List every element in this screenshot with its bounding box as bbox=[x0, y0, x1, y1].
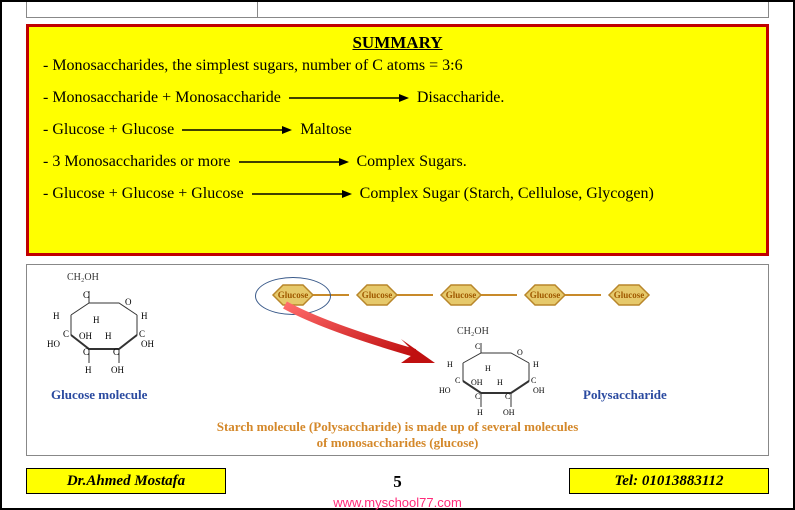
summary-line-5b: Complex Sugar (Starch, Cellulose, Glycog… bbox=[360, 185, 654, 203]
page: SUMMARY - Monosaccharides, the simplest … bbox=[0, 0, 795, 510]
svg-text:C: C bbox=[455, 376, 460, 385]
svg-text:OH: OH bbox=[503, 408, 515, 417]
polysaccharide-label: Polysaccharide bbox=[583, 387, 667, 403]
cell-divider bbox=[257, 2, 258, 17]
summary-title: SUMMARY bbox=[43, 33, 752, 53]
summary-line-4b: Complex Sugars. bbox=[357, 153, 467, 171]
summary-line-3b: Maltose bbox=[300, 121, 352, 139]
summary-line-4a: - 3 Monosaccharides or more bbox=[43, 153, 231, 171]
svg-text:H: H bbox=[53, 311, 60, 321]
svg-text:C: C bbox=[83, 347, 89, 357]
svg-text:O: O bbox=[517, 348, 523, 357]
svg-text:H: H bbox=[447, 360, 453, 369]
svg-text:OH: OH bbox=[533, 386, 545, 395]
svg-text:OH: OH bbox=[79, 331, 92, 341]
svg-text:H: H bbox=[497, 378, 503, 387]
svg-text:C: C bbox=[113, 347, 119, 357]
glucose-molecule-label: Glucose molecule bbox=[51, 387, 147, 403]
arrow-icon bbox=[289, 92, 409, 104]
summary-line-3a: - Glucose + Glucose bbox=[43, 121, 174, 139]
table-bottom-fragment bbox=[26, 2, 769, 18]
svg-text:H: H bbox=[105, 331, 112, 341]
svg-text:H: H bbox=[141, 311, 148, 321]
svg-text:O: O bbox=[125, 297, 132, 307]
summary-line-2: - Monosaccharide + Monosaccharide Disacc… bbox=[43, 89, 752, 107]
arrow-icon bbox=[252, 188, 352, 200]
summary-line-5: - Glucose + Glucose + Glucose Complex Su… bbox=[43, 185, 752, 203]
diagram-caption-2: of monosaccharides (glucose) bbox=[27, 435, 768, 451]
summary-line-2b: Disaccharide. bbox=[417, 89, 505, 107]
svg-text:H: H bbox=[477, 408, 483, 417]
diagram-panel: CH₂OH C O H H C C HO OH H OH C C H OH H bbox=[26, 264, 769, 456]
svg-text:C: C bbox=[505, 392, 510, 401]
summary-line-1: - Monosaccharides, the simplest sugars, … bbox=[43, 57, 752, 75]
svg-text:H: H bbox=[533, 360, 539, 369]
svg-text:C: C bbox=[475, 342, 480, 351]
arrow-icon bbox=[182, 124, 292, 136]
svg-text:OH: OH bbox=[471, 378, 483, 387]
summary-line-3: - Glucose + Glucose Maltose bbox=[43, 121, 752, 139]
ch2oh-label: CH₂OH bbox=[67, 273, 99, 283]
svg-text:C: C bbox=[475, 392, 480, 401]
tel-badge: Tel: 01013883112 bbox=[569, 468, 769, 494]
glucose-structure-right: C O H H C C HO OH H OH C C H OH H bbox=[437, 337, 547, 417]
svg-text:H: H bbox=[85, 365, 92, 375]
diagram-caption-1: Starch molecule (Polysaccharide) is made… bbox=[27, 419, 768, 435]
svg-text:OH: OH bbox=[111, 365, 124, 375]
watermark: www.myschool77.com bbox=[2, 495, 793, 510]
svg-text:C: C bbox=[139, 329, 145, 339]
red-arrow-icon bbox=[265, 297, 465, 377]
ch2oh-label: CH₂OH bbox=[457, 327, 489, 337]
summary-line-4: - 3 Monosaccharides or more Complex Suga… bbox=[43, 153, 752, 171]
svg-text:HO: HO bbox=[439, 386, 451, 395]
svg-text:OH: OH bbox=[141, 339, 154, 349]
svg-text:H: H bbox=[93, 315, 100, 325]
summary-line-2a: - Monosaccharide + Monosaccharide bbox=[43, 89, 281, 107]
arrow-icon bbox=[239, 156, 349, 168]
svg-text:C: C bbox=[63, 329, 69, 339]
chain-hex-label: Glucose bbox=[601, 283, 657, 307]
svg-text:H: H bbox=[485, 364, 491, 373]
summary-box: SUMMARY - Monosaccharides, the simplest … bbox=[26, 24, 769, 256]
glucose-structure-left: C O H H C C HO OH H OH C C H OH H bbox=[45, 283, 155, 375]
svg-text:HO: HO bbox=[47, 339, 60, 349]
summary-line-5a: - Glucose + Glucose + Glucose bbox=[43, 185, 244, 203]
svg-text:C: C bbox=[83, 290, 89, 300]
svg-text:C: C bbox=[531, 376, 536, 385]
